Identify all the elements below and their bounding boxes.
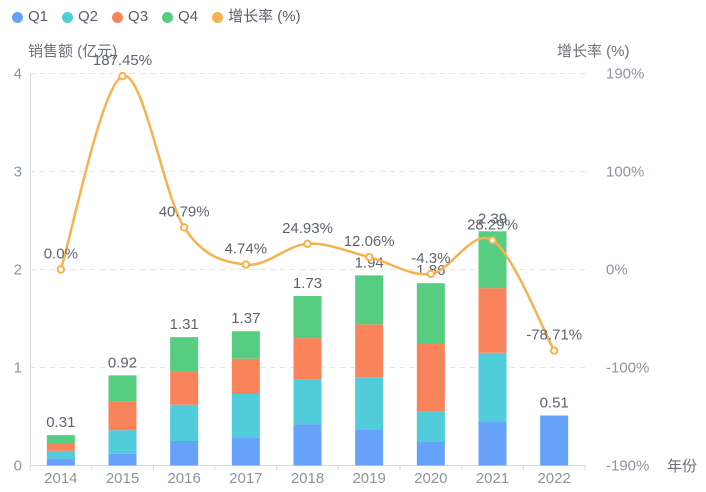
- x-axis-category-label: 2022: [537, 470, 570, 487]
- bar-segment-2018-q3[interactable]: [293, 338, 322, 380]
- bar-segment-2017-q2[interactable]: [231, 393, 260, 439]
- left-axis-title: 销售额 (亿元): [28, 43, 118, 60]
- growth-point-2019[interactable]: [364, 252, 374, 262]
- growth-point-2020[interactable]: [426, 269, 436, 279]
- x-axis-category-label: 2021: [476, 470, 509, 487]
- bar-total-label-2015: 0.92: [108, 354, 137, 371]
- x-axis-category-label: 2016: [167, 470, 200, 487]
- bar-segment-2014-q4[interactable]: [46, 435, 75, 444]
- legend-item-q1[interactable]: Q1: [12, 9, 48, 25]
- x-axis-category-label: 2019: [352, 470, 385, 487]
- bar-segment-2019-q1[interactable]: [355, 429, 384, 466]
- growth-point-2017[interactable]: [241, 260, 251, 269]
- x-axis-category-label: 2015: [106, 470, 139, 487]
- left-axis-tick-label: 4: [14, 66, 22, 83]
- bar-segment-2016-q3[interactable]: [170, 371, 199, 405]
- bar-segment-2014-q3[interactable]: [46, 443, 75, 451]
- growth-label-2019: 12.06%: [344, 233, 395, 250]
- left-axis-tick-label: 1: [14, 360, 22, 377]
- bar-segment-2017-q3[interactable]: [231, 358, 260, 394]
- bar-segment-2019-q2[interactable]: [355, 377, 384, 430]
- bar-total-label-2022: 0.51: [540, 395, 569, 412]
- legend-item-growth-rate[interactable]: 增长率 (%): [212, 9, 301, 25]
- growth-point-2018[interactable]: [303, 239, 312, 248]
- right-axis-title: 增长率 (%): [557, 43, 630, 60]
- bar-segment-2020-q2[interactable]: [416, 411, 445, 442]
- legend-item-q4[interactable]: Q4: [162, 9, 198, 25]
- growth-label-2015: 187.45%: [93, 52, 152, 69]
- growth-label-2014: 0.0%: [44, 246, 78, 263]
- right-axis-tick-label: 0%: [606, 262, 628, 279]
- legend-marker-q1: [12, 11, 23, 23]
- bar-segment-2015-q3[interactable]: [108, 401, 137, 431]
- bar-segment-2019-q3[interactable]: [355, 324, 384, 378]
- legend: Q1 Q2 Q3 Q4 增长率 (%): [12, 9, 301, 25]
- bar-segment-2016-q4[interactable]: [170, 337, 199, 372]
- bar-segment-2018-q1[interactable]: [293, 424, 322, 466]
- bar-segment-2014-q1[interactable]: [46, 458, 75, 466]
- growth-point-2014[interactable]: [56, 265, 66, 274]
- bar-segment-2015-q4[interactable]: [108, 375, 137, 402]
- bar-segment-2022-q1[interactable]: [540, 415, 569, 466]
- growth-point-2015[interactable]: [118, 71, 127, 81]
- left-axis-tick-label: 3: [14, 164, 22, 181]
- left-axis-tick-label: 0: [14, 458, 22, 475]
- growth-label-2016: 40.79%: [159, 203, 210, 220]
- bar-total-label-2018: 1.73: [293, 275, 322, 292]
- bar-segment-2018-q4[interactable]: [293, 295, 322, 339]
- growth-point-2021[interactable]: [488, 236, 497, 245]
- bar-segment-2017-q1[interactable]: [231, 438, 260, 466]
- bar-segment-2016-q1[interactable]: [170, 441, 199, 466]
- x-axis-name: 年份: [667, 458, 698, 475]
- bar-total-label-2016: 1.31: [170, 316, 199, 333]
- bar-segment-2017-q4[interactable]: [231, 331, 260, 359]
- bar-total-label-2017: 1.37: [231, 310, 260, 327]
- bar-segment-2020-q3[interactable]: [416, 343, 445, 412]
- bar-segment-2015-q2[interactable]: [108, 430, 137, 454]
- bar-series: [46, 231, 569, 466]
- growth-label-2018: 24.93%: [282, 220, 333, 237]
- growth-point-2016[interactable]: [179, 223, 189, 232]
- legend-item-label: 增长率 (%): [228, 8, 301, 25]
- growth-label-2021: 28.29%: [467, 216, 518, 233]
- x-axis-category-label: 2020: [414, 470, 447, 487]
- legend-item-label: Q2: [78, 8, 99, 25]
- right-axis-tick-label: -100%: [606, 360, 649, 377]
- bar-segment-2019-q4[interactable]: [355, 275, 384, 325]
- bar-segment-2021-q3[interactable]: [478, 288, 507, 353]
- legend-item-q2[interactable]: Q2: [62, 9, 98, 25]
- legend-marker-q3: [112, 11, 124, 23]
- bar-segment-2015-q1[interactable]: [108, 453, 137, 466]
- growth-label-2020: -4.3%: [411, 250, 450, 267]
- x-axis-category-label: 2014: [44, 470, 77, 487]
- growth-label-2017: 4.74%: [225, 241, 268, 258]
- legend-item-label: Q1: [28, 8, 49, 25]
- left-axis-tick-label: 2: [14, 262, 22, 279]
- growth-point-2022[interactable]: [549, 346, 559, 355]
- x-axis-category-label: 2018: [291, 470, 324, 487]
- bar-segment-2021-q2[interactable]: [478, 352, 507, 422]
- legend-marker-q2: [62, 11, 74, 23]
- legend-marker-growth-rate: [212, 11, 224, 23]
- bar-segment-2014-q2[interactable]: [46, 450, 75, 459]
- bar-total-label-2014: 0.31: [46, 414, 75, 431]
- legend-item-label: Q3: [128, 8, 149, 25]
- right-axis-tick-label: 100%: [606, 164, 644, 181]
- right-axis-tick-label: 190%: [606, 66, 644, 83]
- bar-segment-2020-q1[interactable]: [416, 441, 445, 466]
- bar-segment-2016-q2[interactable]: [170, 404, 199, 441]
- bar-segment-2018-q2[interactable]: [293, 379, 322, 425]
- right-axis-tick-label: -190%: [606, 458, 649, 475]
- bar-segment-2020-q4[interactable]: [416, 283, 445, 344]
- legend-marker-q4: [162, 11, 174, 23]
- x-axis-category-label: 2017: [229, 470, 262, 487]
- legend-item-q3[interactable]: Q3: [112, 9, 148, 25]
- growth-rate-points: [56, 71, 559, 355]
- bar-segment-2021-q1[interactable]: [478, 421, 507, 466]
- legend-item-label: Q4: [178, 8, 199, 25]
- growth-label-2022: -78.71%: [526, 327, 582, 344]
- bar-total-label-2021: 2.39: [478, 210, 507, 227]
